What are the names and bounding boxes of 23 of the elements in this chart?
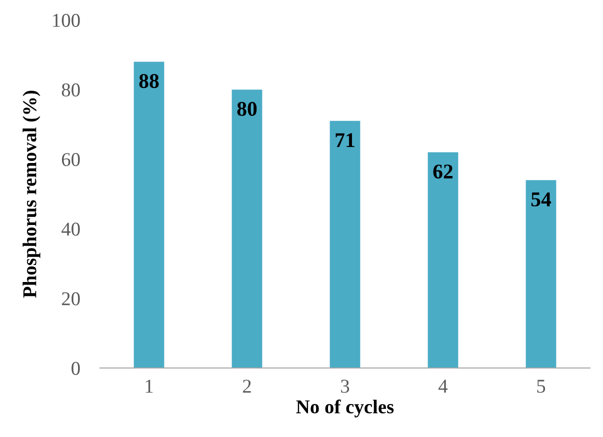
x-tick-label: 3 [341, 380, 350, 393]
y-axis-title: Phosphorus removal (%) [22, 90, 40, 298]
bar [134, 62, 164, 368]
data-label: 88 [139, 74, 159, 88]
data-label: 62 [433, 164, 453, 179]
x-tick-label: 4 [438, 380, 448, 393]
bar [232, 90, 262, 368]
x-axis-title: No of cycles [296, 400, 394, 418]
x-tick-label: 5 [537, 380, 546, 393]
y-tick-label: 100 [53, 14, 80, 27]
data-label: 71 [336, 133, 354, 148]
data-label: 54 [531, 192, 552, 206]
y-tick-label: 80 [62, 83, 80, 97]
data-label: 80 [237, 102, 257, 116]
y-tick-label: 60 [62, 153, 80, 166]
y-tick-label: 0 [72, 362, 80, 375]
y-tick-label: 40 [61, 222, 80, 236]
bar [428, 152, 458, 368]
x-tick-label: 2 [242, 380, 251, 393]
bar [526, 180, 556, 368]
bar [330, 120, 360, 368]
y-tick-label: 20 [62, 292, 80, 306]
x-tick-label: 1 [146, 380, 153, 393]
